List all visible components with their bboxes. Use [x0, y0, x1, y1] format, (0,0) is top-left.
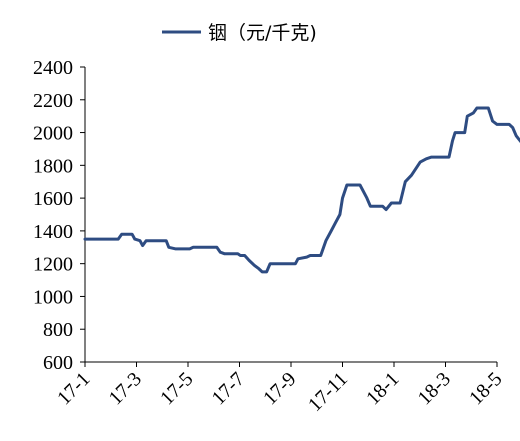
- legend-label: 铟（元/千克): [208, 22, 317, 44]
- x-tick-label: 17-1: [53, 368, 94, 409]
- x-axis-ticks: 17-1 17-3 17-5 17-7 17-9 17-11 18-1 18-3 18-5: [53, 362, 507, 416]
- y-tick-label: 2000: [33, 123, 73, 145]
- x-tick-label: 17-3: [105, 368, 146, 409]
- y-tick-label: 1600: [33, 188, 73, 210]
- x-tick-label: 17-9: [259, 368, 300, 409]
- x-tick-label: 18-5: [465, 368, 506, 409]
- legend: 铟（元/千克): [162, 22, 317, 44]
- y-axis-ticks: 600 800 1000 1200 1400 1600 1800 2000 2200 2400: [33, 57, 85, 374]
- y-tick-label: 1800: [33, 155, 73, 177]
- axes: [84, 67, 497, 363]
- x-tick-label: 18-1: [362, 368, 403, 409]
- y-tick-label: 2200: [33, 90, 73, 112]
- y-tick-label: 1000: [33, 286, 73, 308]
- series-line-indium-price: [83, 106, 520, 274]
- x-tick-label: 17-7: [208, 368, 249, 409]
- y-tick-label: 1400: [33, 221, 73, 243]
- y-tick-label: 600: [43, 352, 73, 374]
- y-tick-label: 1200: [33, 254, 73, 276]
- y-tick-label: 2400: [33, 57, 73, 79]
- x-tick-label: 18-3: [414, 368, 455, 409]
- x-tick-label: 17-11: [304, 368, 352, 416]
- x-tick-label: 17-5: [156, 368, 197, 409]
- y-tick-label: 800: [43, 319, 73, 341]
